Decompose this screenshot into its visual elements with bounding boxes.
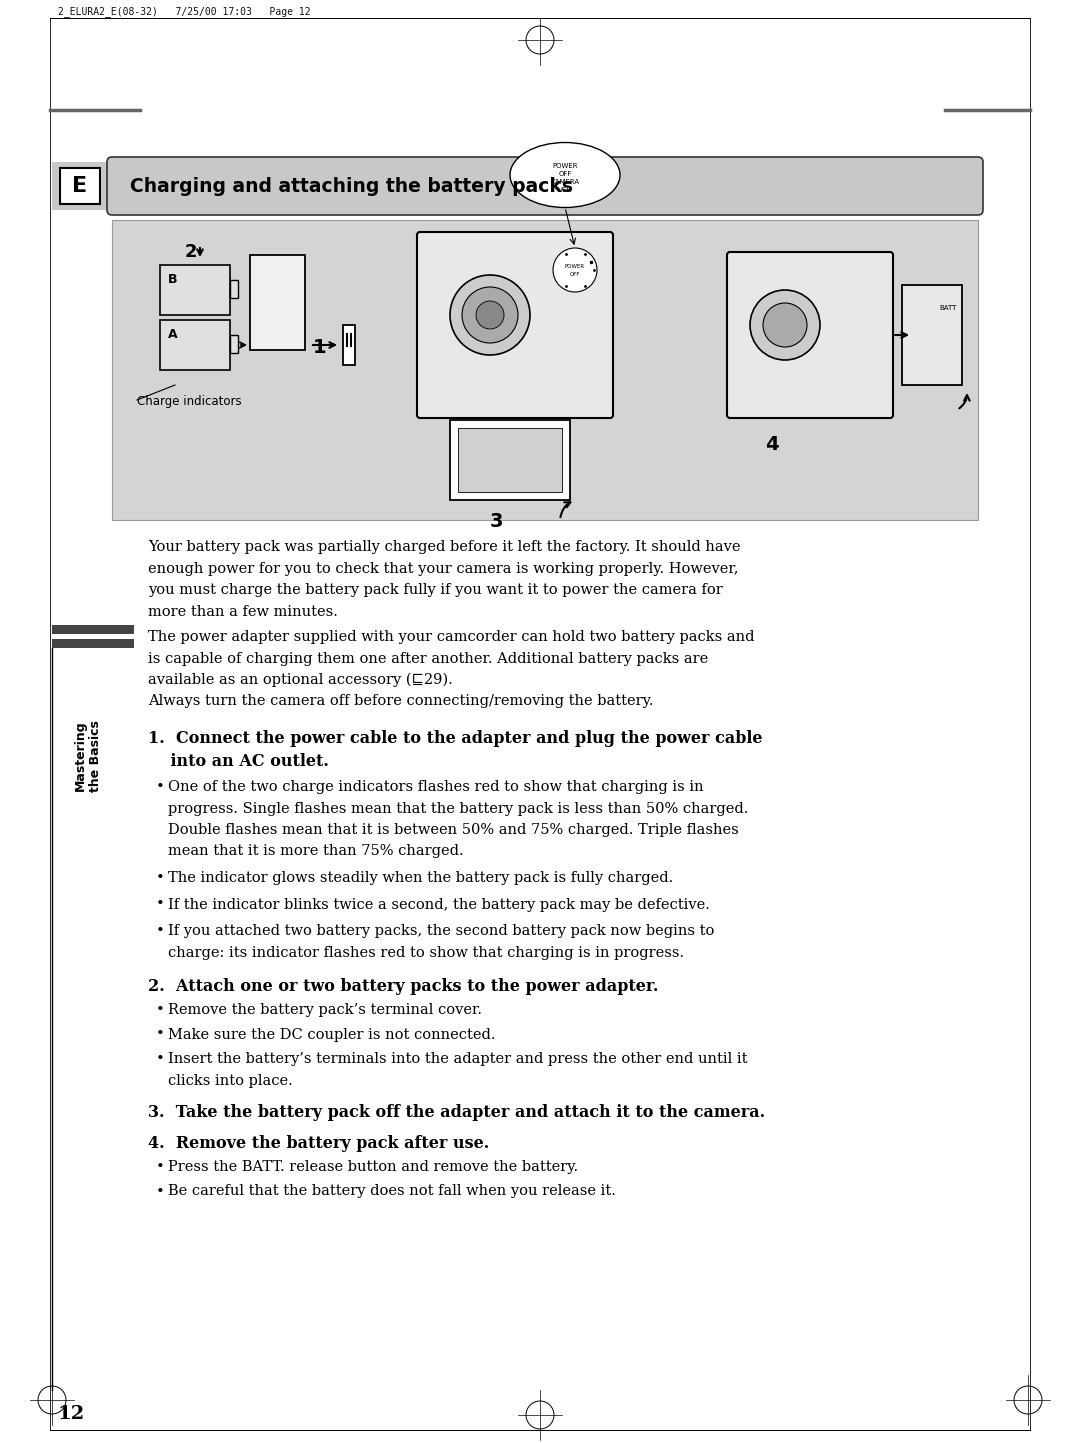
Text: into an AC outlet.: into an AC outlet. [148, 753, 329, 771]
Text: 4: 4 [765, 434, 779, 455]
Text: 1.  Connect the power cable to the adapter and plug the power cable: 1. Connect the power cable to the adapte… [148, 730, 762, 747]
Text: Charging and attaching the battery packs: Charging and attaching the battery packs [130, 176, 573, 195]
Text: 3.  Take the battery pack off the adapter and attach it to the camera.: 3. Take the battery pack off the adapter… [148, 1104, 765, 1121]
Ellipse shape [510, 143, 620, 208]
Text: One of the two charge indicators flashes red to show that charging is in: One of the two charge indicators flashes… [168, 781, 704, 794]
Text: A: A [168, 328, 177, 341]
Bar [343, 325, 355, 365]
Text: Your battery pack was partially charged before it left the factory. It should ha: Your battery pack was partially charged … [148, 540, 741, 554]
Text: •: • [156, 872, 165, 885]
Text: •: • [156, 1185, 165, 1199]
Circle shape [462, 287, 518, 343]
Text: mean that it is more than 75% charged.: mean that it is more than 75% charged. [168, 844, 463, 859]
Text: VCR: VCR [558, 188, 572, 193]
Text: Charge indicators: Charge indicators [137, 395, 242, 408]
Circle shape [750, 290, 820, 359]
Text: clicks into place.: clicks into place. [168, 1074, 293, 1088]
Text: 3: 3 [490, 512, 503, 531]
Bar [160, 320, 230, 369]
Text: Mastering
the Basics: Mastering the Basics [75, 720, 102, 792]
Text: Make sure the DC coupler is not connected.: Make sure the DC coupler is not connecte… [168, 1027, 496, 1042]
Text: POWER: POWER [552, 163, 578, 169]
Bar [450, 420, 570, 501]
Text: Press the BATT. release button and remove the battery.: Press the BATT. release button and remov… [168, 1160, 578, 1175]
FancyBboxPatch shape [107, 157, 983, 215]
Text: If you attached two battery packs, the second battery pack now begins to: If you attached two battery packs, the s… [168, 924, 714, 938]
Text: •: • [156, 1052, 165, 1066]
Text: •: • [156, 1027, 165, 1042]
Text: OFF: OFF [570, 271, 580, 277]
Bar [52, 625, 134, 633]
Circle shape [450, 276, 530, 355]
Text: POWER: POWER [565, 264, 585, 268]
Circle shape [476, 302, 504, 329]
Bar [160, 266, 230, 315]
Text: 2: 2 [185, 242, 198, 261]
Text: •: • [156, 781, 165, 794]
Bar [458, 429, 562, 492]
Text: Remove the battery pack’s terminal cover.: Remove the battery pack’s terminal cover… [168, 1003, 482, 1017]
Text: If the indicator blinks twice a second, the battery pack may be defective.: If the indicator blinks twice a second, … [168, 898, 710, 912]
Text: OFF: OFF [558, 172, 571, 177]
Bar [902, 286, 962, 385]
Text: enough power for you to check that your camera is working properly. However,: enough power for you to check that your … [148, 561, 739, 576]
Text: 12: 12 [58, 1405, 85, 1423]
Text: progress. Single flashes mean that the battery pack is less than 50% charged.: progress. Single flashes mean that the b… [168, 801, 748, 815]
Text: available as an optional accessory (⊑29).: available as an optional accessory (⊑29)… [148, 672, 453, 687]
Text: •: • [156, 898, 165, 912]
Text: 4.  Remove the battery pack after use.: 4. Remove the battery pack after use. [148, 1136, 489, 1152]
Bar [112, 219, 978, 519]
Bar [230, 335, 238, 354]
Text: The power adapter supplied with your camcorder can hold two battery packs and: The power adapter supplied with your cam… [148, 631, 755, 644]
Bar [52, 639, 134, 648]
Text: •: • [156, 1160, 165, 1175]
Text: is capable of charging them one after another. Additional battery packs are: is capable of charging them one after an… [148, 651, 708, 665]
Text: Insert the battery’s terminals into the adapter and press the other end until it: Insert the battery’s terminals into the … [168, 1052, 747, 1066]
FancyBboxPatch shape [417, 232, 613, 418]
Text: B: B [168, 273, 177, 286]
FancyBboxPatch shape [60, 167, 100, 203]
Text: •: • [156, 1003, 165, 1017]
Text: •: • [156, 924, 165, 938]
Text: charge: its indicator flashes red to show that charging is in progress.: charge: its indicator flashes red to sho… [168, 945, 684, 960]
Text: more than a few minutes.: more than a few minutes. [148, 605, 338, 619]
Text: The indicator glows steadily when the battery pack is fully charged.: The indicator glows steadily when the ba… [168, 872, 673, 885]
Text: you must charge the battery pack fully if you want it to power the camera for: you must charge the battery pack fully i… [148, 583, 723, 597]
Text: Always turn the camera off before connecting/removing the battery.: Always turn the camera off before connec… [148, 694, 653, 709]
Text: E: E [72, 176, 87, 196]
Text: Be careful that the battery does not fall when you release it.: Be careful that the battery does not fal… [168, 1185, 616, 1199]
Text: CAMERA: CAMERA [551, 179, 580, 185]
Text: 1: 1 [313, 338, 326, 356]
Text: 2.  Attach one or two battery packs to the power adapter.: 2. Attach one or two battery packs to th… [148, 978, 659, 996]
Circle shape [553, 248, 597, 291]
Bar [230, 280, 238, 299]
Text: 2_ELURA2_E(08-32)   7/25/00 17:03   Page 12: 2_ELURA2_E(08-32) 7/25/00 17:03 Page 12 [58, 6, 311, 17]
FancyBboxPatch shape [727, 253, 893, 418]
Bar [249, 255, 305, 351]
Bar [52, 162, 108, 211]
Circle shape [762, 303, 807, 346]
Text: BATT: BATT [940, 304, 957, 312]
Text: Double flashes mean that it is between 50% and 75% charged. Triple flashes: Double flashes mean that it is between 5… [168, 823, 739, 837]
